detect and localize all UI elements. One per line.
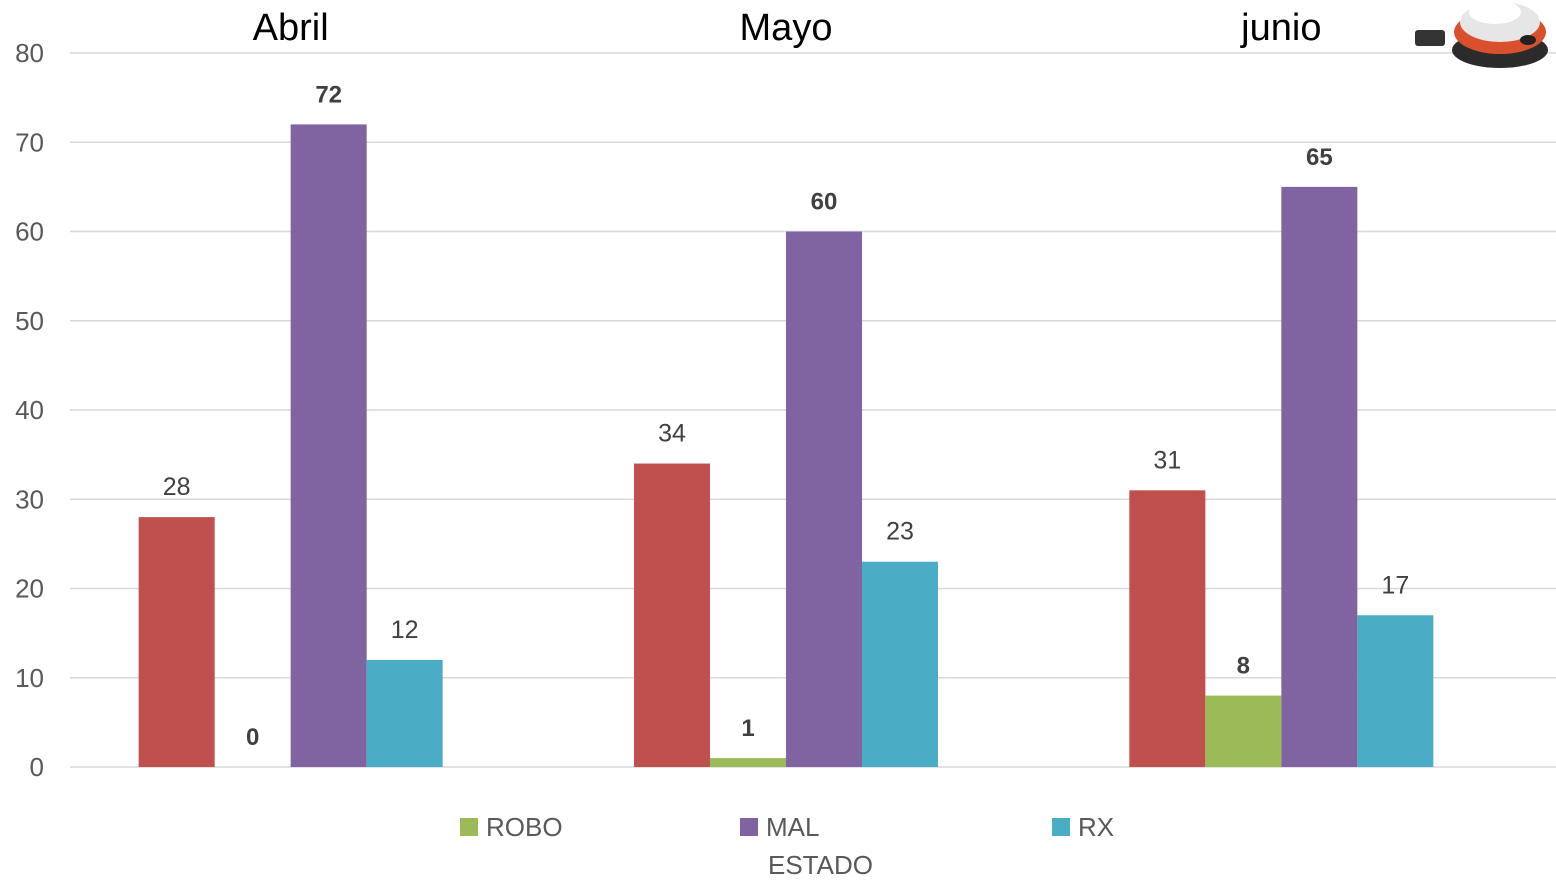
data-label: 31 xyxy=(1153,446,1181,474)
legend-item-robo: ROBO xyxy=(460,812,563,843)
data-label: 12 xyxy=(391,616,419,644)
bar-junio-3 xyxy=(1357,615,1434,767)
y-tick-label: 30 xyxy=(15,484,44,514)
bar-mayo-3 xyxy=(862,561,938,767)
y-tick-label: 20 xyxy=(15,574,44,604)
bar-abril-0 xyxy=(138,517,215,767)
y-tick-label: 70 xyxy=(15,127,44,157)
data-label: 17 xyxy=(1381,571,1409,599)
legend-swatch-robo xyxy=(460,818,478,836)
y-tick-label: 50 xyxy=(15,306,44,336)
legend-item-rx: RX xyxy=(1052,812,1114,843)
y-tick-label: 10 xyxy=(15,663,44,693)
data-label: 23 xyxy=(886,518,914,546)
y-tick-label: 60 xyxy=(15,217,44,247)
category-labels: Abril Mayo junio xyxy=(253,7,1322,49)
data-label: 60 xyxy=(811,189,838,216)
bar-mayo-2 xyxy=(786,231,862,767)
data-label: 34 xyxy=(658,420,686,448)
legend-swatch-mal xyxy=(740,818,758,836)
category-label-abril: Abril xyxy=(253,7,329,49)
bar-junio-2 xyxy=(1281,186,1358,767)
legend-item-mal: MAL xyxy=(740,812,819,843)
bar-abril-2 xyxy=(290,124,367,767)
legend-label-estado: ESTADO xyxy=(768,850,873,880)
data-labels: 28 0 72 12 34 1 60 23 31 8 65 17 xyxy=(163,81,1409,751)
y-tick-label: 80 xyxy=(15,38,44,68)
category-label-junio: junio xyxy=(1240,7,1321,49)
category-label-mayo: Mayo xyxy=(740,7,833,49)
y-tick-label: 40 xyxy=(15,395,44,425)
bars xyxy=(138,124,1434,767)
data-label: 28 xyxy=(163,473,191,501)
legend-label-mal: MAL xyxy=(766,812,820,842)
legend-label-rx: RX xyxy=(1078,812,1115,842)
data-label: 65 xyxy=(1306,144,1333,171)
data-label: 72 xyxy=(315,81,342,108)
data-label: 0 xyxy=(246,724,259,751)
legend-swatch-rx xyxy=(1052,818,1070,836)
bar-junio-1 xyxy=(1205,695,1282,767)
legend-label-robo: ROBO xyxy=(486,812,563,842)
bar-mayo-0 xyxy=(634,463,710,767)
data-label: 8 xyxy=(1237,653,1250,680)
bar-abril-3 xyxy=(366,659,443,767)
y-axis-ticks: 0 10 20 30 40 50 60 70 80 xyxy=(15,38,44,782)
water-meter-icon xyxy=(1410,0,1556,70)
bar-junio-0 xyxy=(1129,490,1206,767)
bar-mayo-1 xyxy=(710,758,786,767)
y-tick-label: 0 xyxy=(30,752,44,782)
data-label: 1 xyxy=(741,715,754,742)
